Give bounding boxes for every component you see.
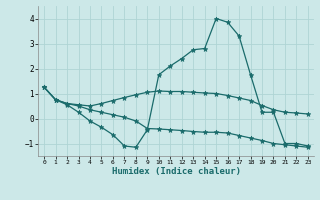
- X-axis label: Humidex (Indice chaleur): Humidex (Indice chaleur): [111, 167, 241, 176]
